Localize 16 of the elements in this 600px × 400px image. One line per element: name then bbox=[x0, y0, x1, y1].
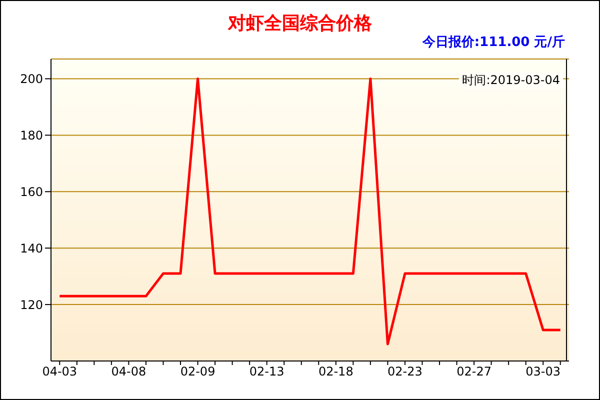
y-tick-label: 200 bbox=[20, 72, 43, 86]
text: 今日报价:111.00 元/斤 bbox=[422, 34, 565, 51]
x-tick-label: 02-18 bbox=[318, 364, 354, 379]
y-tick-label: 180 bbox=[20, 128, 43, 142]
x-tick-label: 02-23 bbox=[388, 364, 422, 379]
x-tick-label: 03-03 bbox=[526, 364, 561, 379]
chart-title: 对虾全国综合价格 bbox=[226, 12, 373, 35]
y-tick-label: 140 bbox=[20, 241, 43, 256]
y-tick-label: 120 bbox=[20, 298, 43, 312]
x-tick-label: 04-03 bbox=[42, 364, 78, 379]
y-tick-label: 160 bbox=[20, 184, 43, 199]
x-tick-label: 02-13 bbox=[249, 364, 284, 379]
x-tick-label: 04-08 bbox=[111, 364, 146, 379]
annotation: 时间:2019-03-04 bbox=[459, 72, 563, 89]
x-tick-label: 02-27 bbox=[456, 364, 492, 379]
x-tick-label: 02-09 bbox=[180, 364, 216, 379]
